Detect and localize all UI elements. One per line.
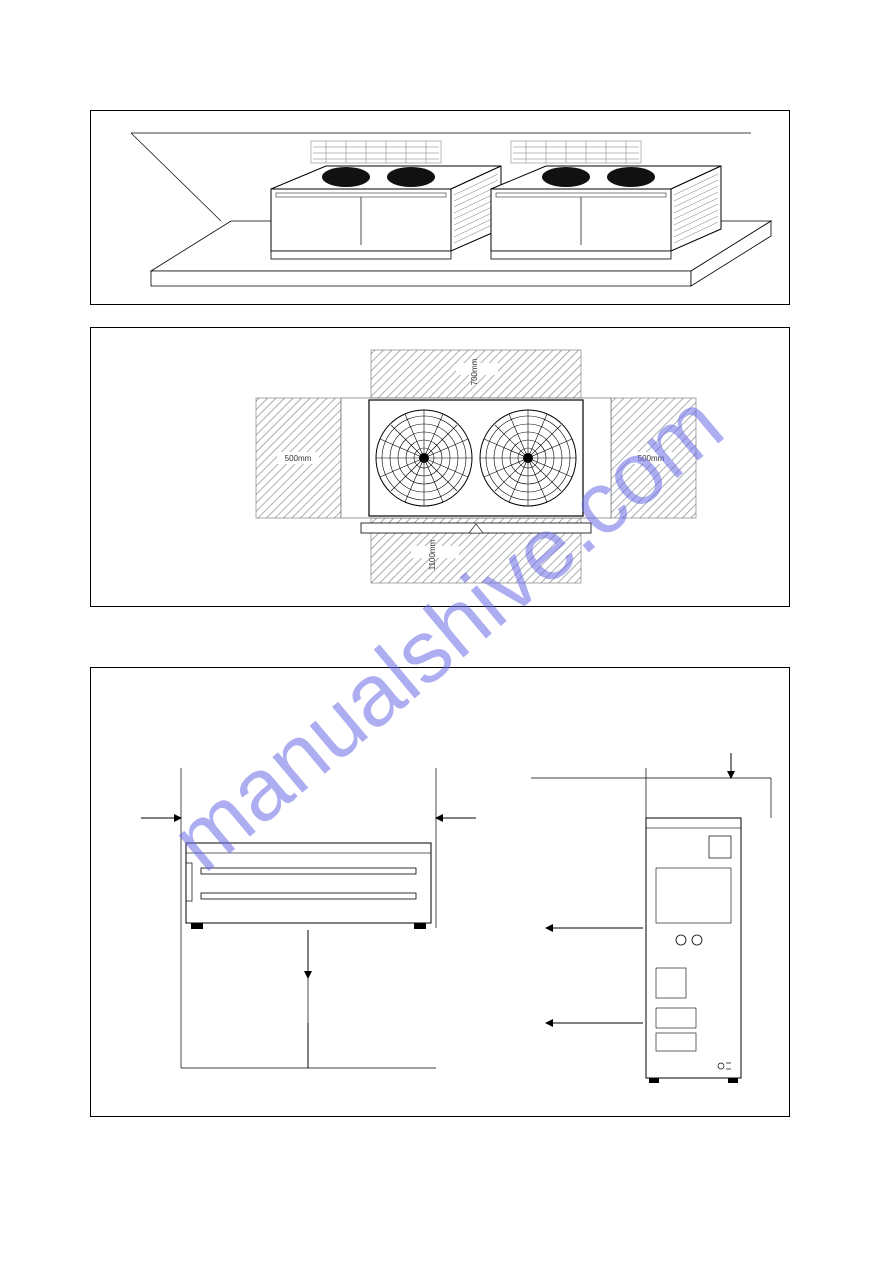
figure-orthographic-views <box>90 667 790 1117</box>
dim-front: 1100mm <box>428 539 437 570</box>
side-elevation <box>531 753 771 1083</box>
fan-right-icon <box>480 410 576 506</box>
diagram-orthographic <box>91 668 791 1118</box>
dim-left: 500mm <box>285 454 312 463</box>
dim-right: 500mm <box>638 454 665 463</box>
fan-left-icon <box>376 410 472 506</box>
figure-perspective-install <box>90 110 790 305</box>
dim-top: 700mm <box>470 358 479 385</box>
diagram-perspective <box>91 111 791 306</box>
document-page: 700mm 500mm 500mm 1100mm <box>0 0 893 1157</box>
diagram-clearance: 700mm 500mm 500mm 1100mm <box>91 328 791 608</box>
front-elevation <box>141 768 476 1068</box>
figure-clearance-plan: 700mm 500mm 500mm 1100mm <box>90 327 790 607</box>
